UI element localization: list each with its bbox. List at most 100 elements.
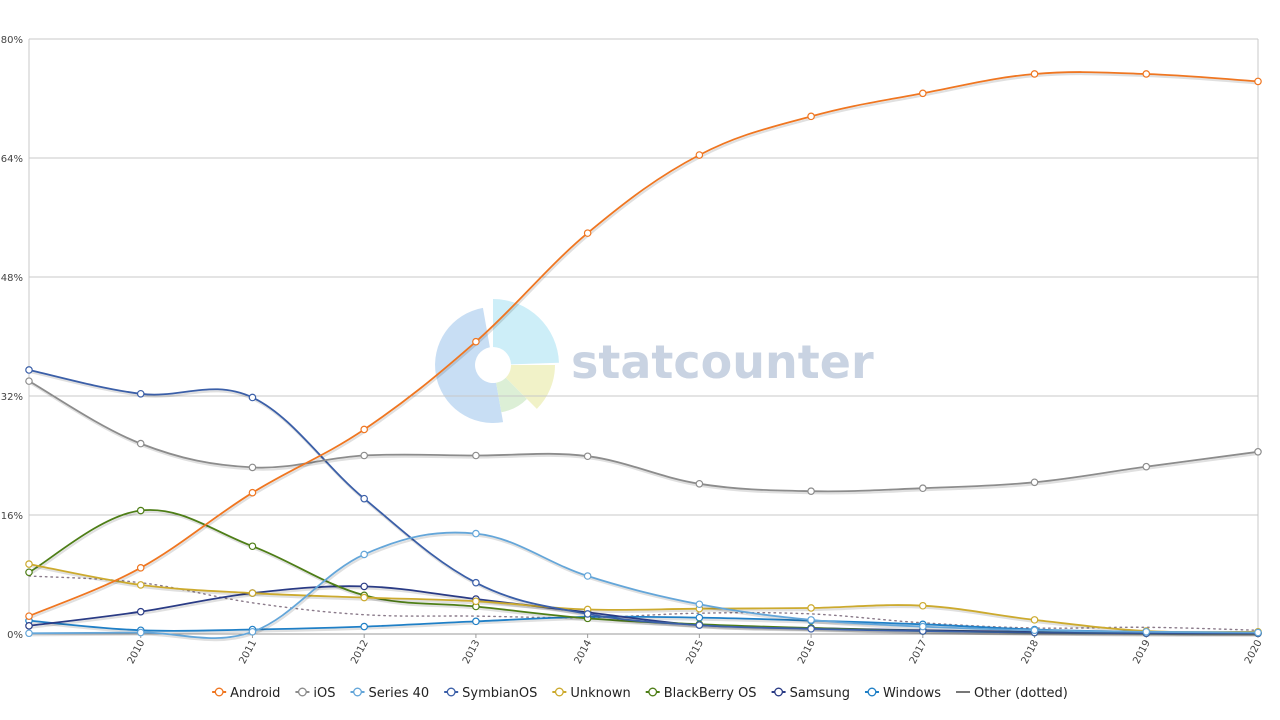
data-point-ios [695,479,704,488]
watermark-arc-cyan [493,299,559,365]
series-line-series-40 [28,531,1259,640]
x-tick-label: 2013 [461,638,483,666]
series-shadow-ios [29,382,1260,495]
legend-label: Other (dotted) [974,686,1068,701]
series-shadow-unknown [29,565,1260,636]
data-point-series-40 [1142,627,1151,636]
data-point-ios [1030,478,1039,487]
x-tick-label: 2015 [684,638,706,666]
y-tick-label: 64% [1,154,23,165]
data-point-series-40 [695,600,704,609]
series-shadow-series-40 [29,533,1260,642]
data-point-windows [695,613,704,622]
x-tick-label: 2016 [796,638,818,666]
data-point-samsung [25,622,33,630]
data-point-series-40 [360,550,368,559]
data-point-ios [360,451,368,460]
legend-swatch-marker [214,687,224,697]
legend-label: Series 40 [369,686,430,701]
data-point-android [1142,70,1151,78]
data-point-ios [807,487,815,496]
legend-label: Windows [883,686,941,701]
legend-label: SymbianOS [462,686,537,701]
data-point-android [807,112,815,121]
data-point-symbianos [25,366,33,374]
watermark-arc-yellow [505,365,555,409]
data-point-android [1030,70,1039,78]
data-point-samsung [136,607,145,616]
data-point-ios [472,451,480,460]
data-point-samsung [360,582,368,591]
series-line-unknown [28,563,1259,634]
data-point-ios [136,439,145,448]
data-point-unknown [360,593,368,602]
legend-swatch-marker [446,687,456,697]
x-tick-label: 2018 [1020,638,1042,666]
watermark-arc-blue [435,307,504,423]
data-point-android [472,337,480,346]
watermark-arc-green [496,377,527,413]
series-symbianos [25,366,1262,638]
data-point-series-40 [472,529,480,538]
x-tick-label: 2020 [1243,638,1265,666]
data-point-ios [248,463,257,472]
data-point-blackberry-os [136,506,145,515]
legend-item-ios[interactable]: iOS [295,686,336,701]
data-point-windows [472,617,480,626]
legend-item-symbianos[interactable]: SymbianOS [444,686,537,701]
legend-swatch-marker [648,687,658,697]
legend-label: BlackBerry OS [664,686,757,701]
legend-item-unknown[interactable]: Unknown [552,686,631,701]
legend-swatch-marker [774,687,784,697]
x-tick-label: 2010 [126,638,148,666]
data-point-android [136,564,145,572]
legend: Android iOS Series 40 SymbianOS Unknown Black… [212,686,1068,701]
y-tick-label: 32% [1,392,23,403]
series-line-symbianos [28,369,1259,635]
watermark-text: statcounter [571,335,874,389]
legend-swatch-marker [554,687,564,697]
data-point-windows [360,622,368,631]
statcounter-watermark: statcounter [435,299,874,423]
data-point-series-40 [248,627,257,636]
legend-label: iOS [313,686,335,701]
legend-item-windows[interactable]: Windows [864,686,941,701]
y-tick-label: 48% [1,273,23,284]
data-point-android [1254,77,1262,86]
y-tick-label: 0% [7,630,23,641]
data-point-android [919,89,927,98]
data-point-ios [25,377,33,385]
data-point-android [25,612,33,620]
y-tick-label: 16% [1,511,23,522]
data-point-unknown [472,597,480,606]
data-point-symbianos [807,624,815,633]
x-tick-label: 2012 [349,638,371,666]
x-tick-label: 2019 [1131,638,1153,666]
x-tick-label: 2011 [237,638,259,666]
legend-item-other-dotted[interactable]: Other (dotted) [956,686,1068,701]
legend-label: Android [230,686,280,701]
legend-item-series-40[interactable]: Series 40 [350,686,430,701]
legend-item-samsung[interactable]: Samsung [771,686,850,701]
x-tick-label: 2017 [908,638,930,666]
data-point-symbianos [472,578,480,587]
series-shadow-blackberry-os [29,510,1260,637]
data-point-symbianos [248,393,257,402]
data-point-symbianos [360,494,368,503]
gridlines [28,38,1259,635]
data-point-ios [919,484,927,493]
legend-item-android[interactable]: Android [212,686,280,701]
data-point-ios [1254,447,1262,456]
data-point-android [695,151,704,159]
data-point-unknown [248,589,257,597]
legend-item-blackberry-os[interactable]: BlackBerry OS [645,686,757,701]
data-point-symbianos [695,621,704,629]
data-point-series-40 [807,616,815,624]
series-ios [25,377,1262,496]
data-point-blackberry-os [248,542,257,551]
data-point-series-40 [1030,626,1039,635]
series-layer [25,70,1262,642]
legend-swatch-marker [353,687,362,697]
data-point-unknown [25,560,33,568]
